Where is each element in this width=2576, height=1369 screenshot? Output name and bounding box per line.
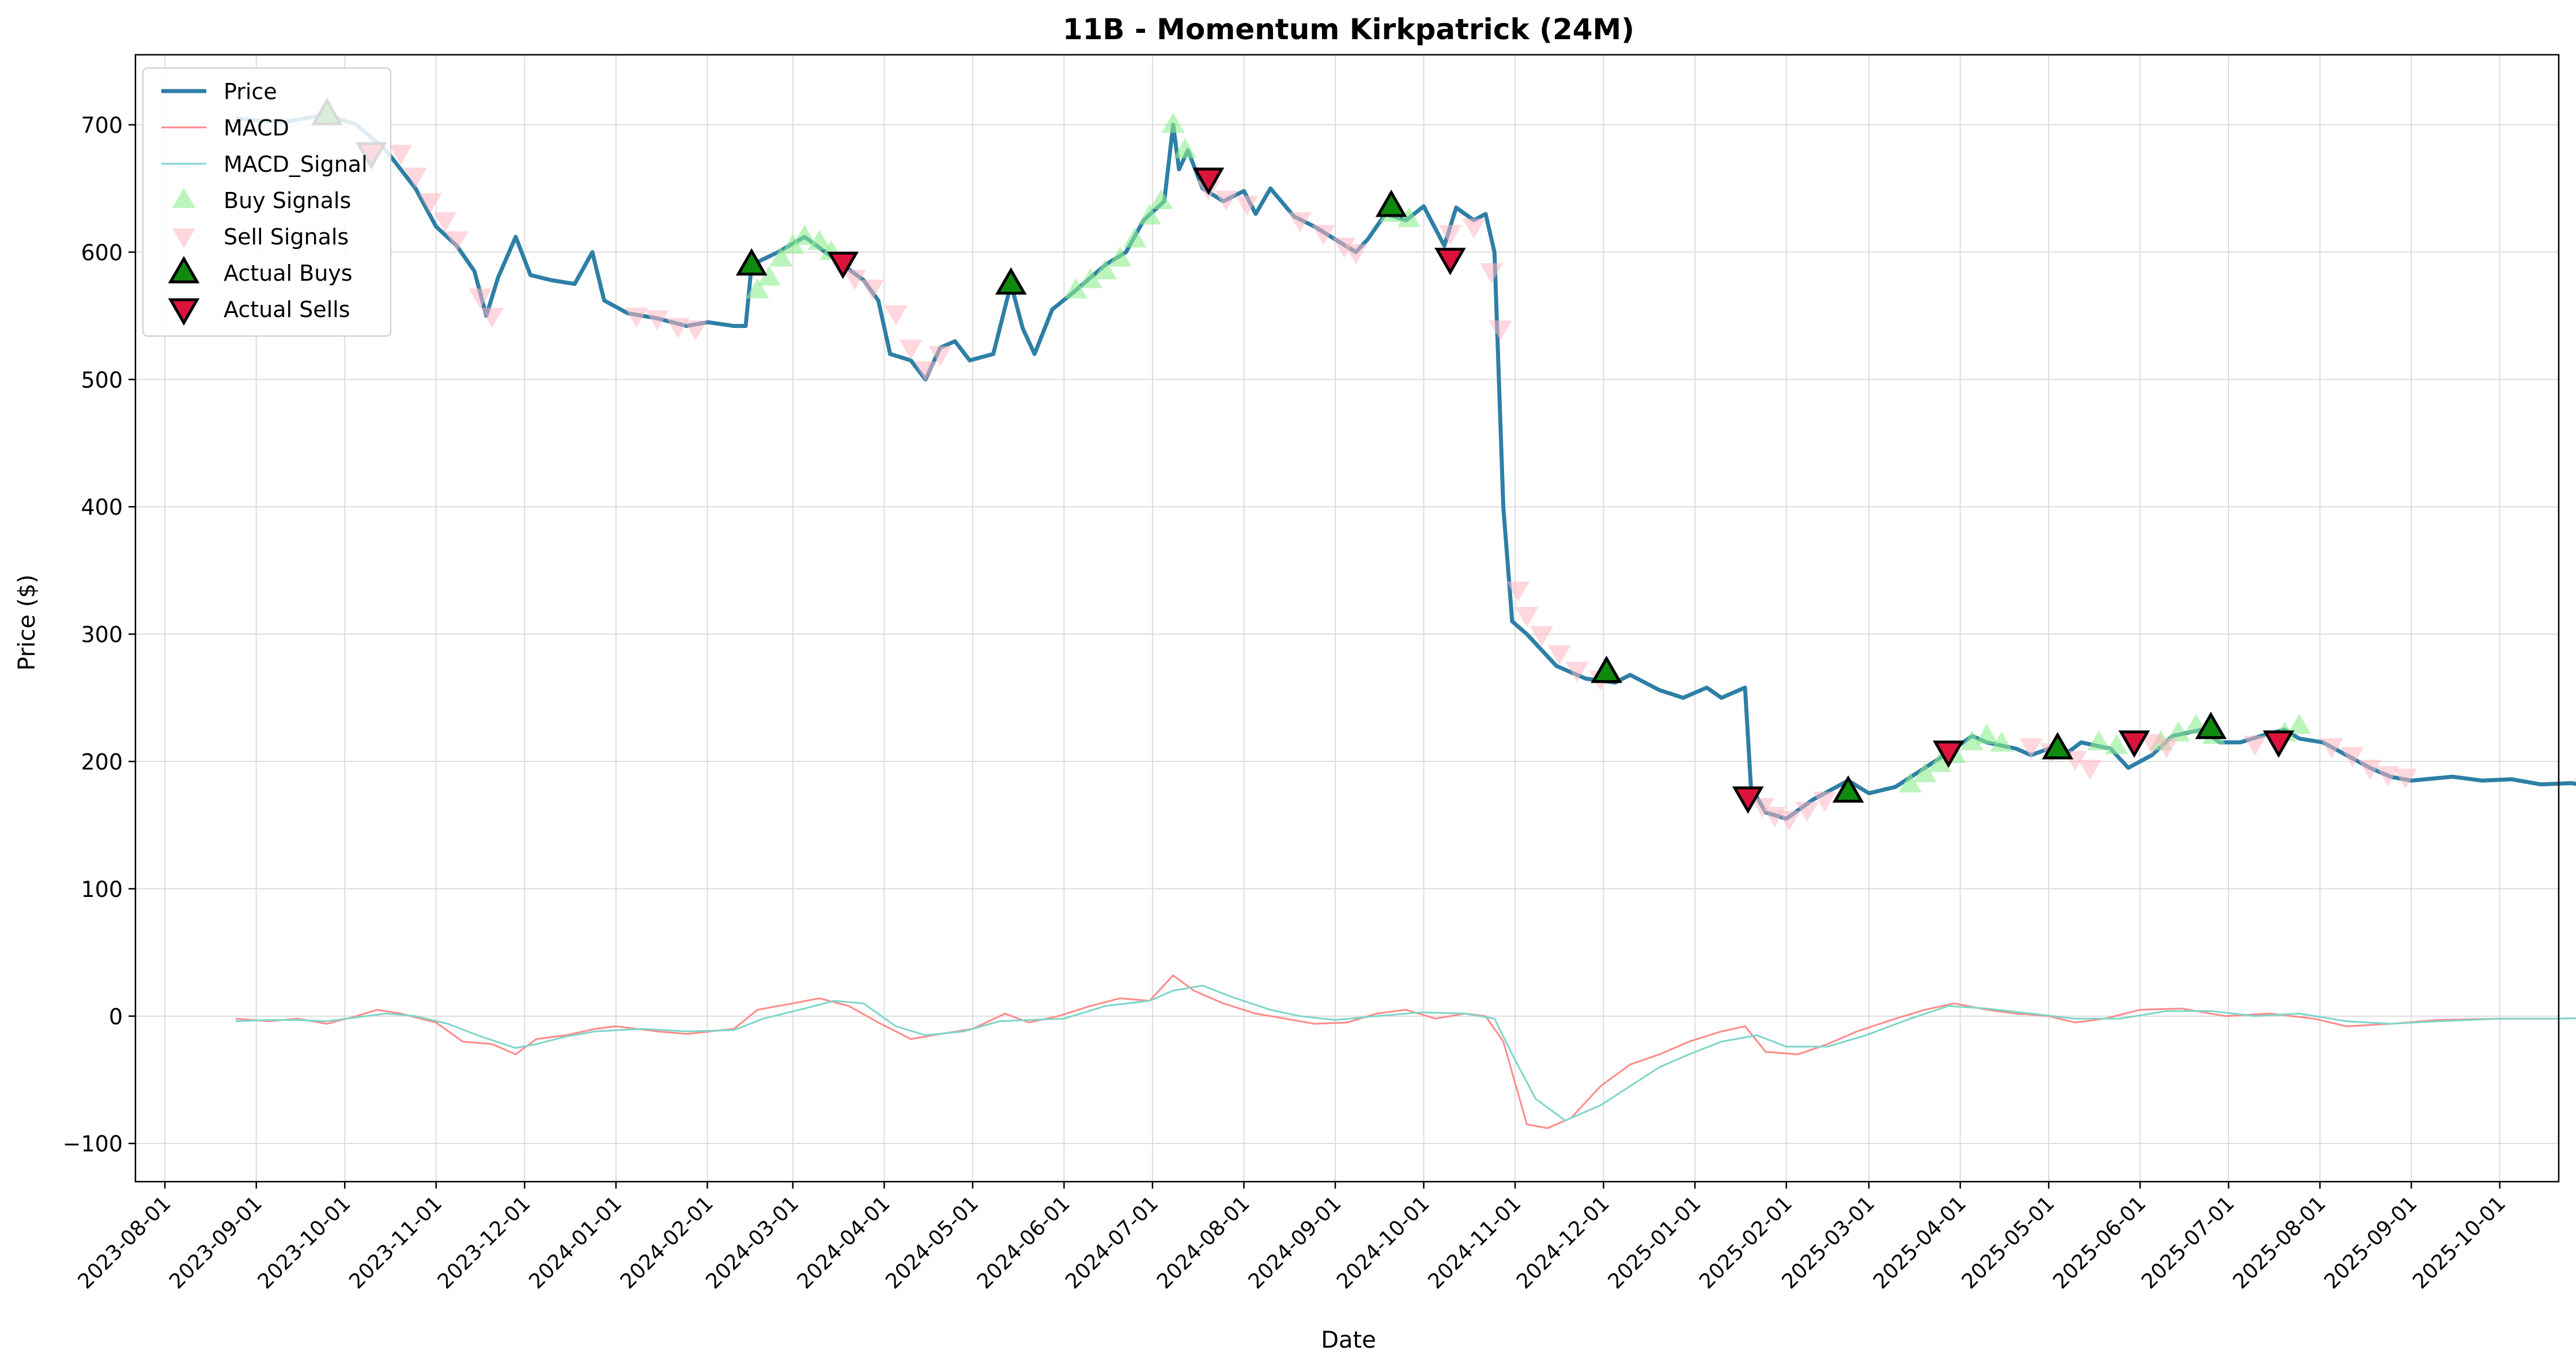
legend-label-sell_signal: Sell Signals <box>224 224 349 250</box>
y-tick-label: 700 <box>81 112 123 138</box>
legend-label-actual_sell: Actual Sells <box>224 297 350 322</box>
y-tick-label: 600 <box>81 240 123 265</box>
y-tick-label: −100 <box>63 1132 123 1157</box>
legend: Price MACD MACD_Signal Buy Signals Sell Sign… <box>143 68 391 336</box>
legend-label-macd: MACD <box>224 115 289 141</box>
legend-label-actual_buy: Actual Buys <box>224 261 353 286</box>
legend-label-price: Price <box>224 79 277 104</box>
x-axis-label: Date <box>1321 1327 1376 1353</box>
y-axis-label: Price ($) <box>14 575 40 671</box>
chart-title: 11B - Momentum Kirkpatrick (24M) <box>1063 13 1634 46</box>
legend-label-macd_signal: MACD_Signal <box>224 152 368 177</box>
y-tick-label: 200 <box>81 749 123 775</box>
y-tick-label: 400 <box>81 495 123 520</box>
y-tick-label: 100 <box>81 877 123 902</box>
y-tick-label: 300 <box>81 622 123 647</box>
y-tick-label: 0 <box>109 1004 123 1029</box>
y-tick-label: 500 <box>81 367 123 393</box>
legend-label-buy_signal: Buy Signals <box>224 188 351 213</box>
